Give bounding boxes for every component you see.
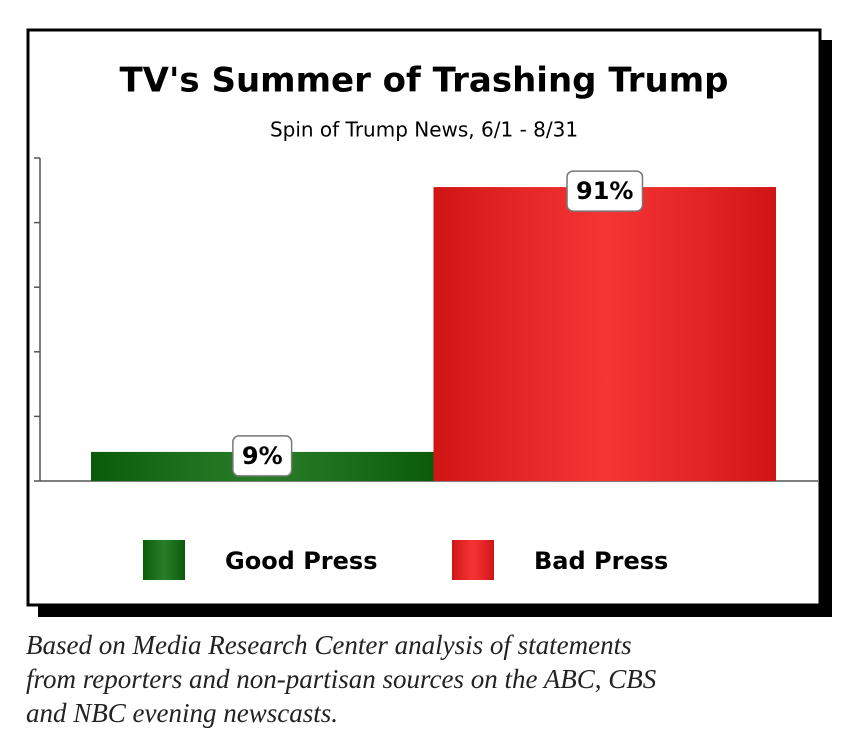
value-label: 9% [242,442,283,470]
legend-label: Good Press [225,547,377,575]
caption: Based on Media Research Center analysis … [26,628,656,730]
legend-swatch-shine [452,540,494,580]
caption-line: Based on Media Research Center analysis … [26,630,632,660]
value-label-box [232,435,293,477]
bar-shine [433,187,776,481]
caption-line: and NBC evening newscasts. [26,698,338,728]
chart-title: TV's Summer of Trashing Trump [119,61,728,101]
value-label-box [566,170,644,212]
value-label: 91% [576,177,633,205]
chart-subtitle: Spin of Trump News, 6/1 - 8/31 [270,118,578,142]
caption-line: from reporters and non-partisan sources … [26,664,657,694]
chart: TV's Summer of Trashing Trump Spin of Tr… [26,28,832,617]
plot: 9% 91% Good Press Bad Press [34,157,818,580]
legend-label: Bad Press [534,547,668,575]
legend-swatch-shine [143,540,185,580]
